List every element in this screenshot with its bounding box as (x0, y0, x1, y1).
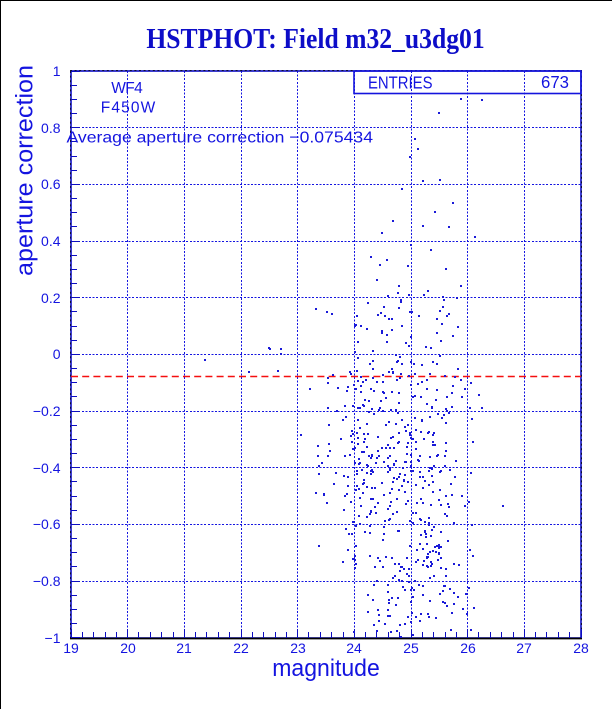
svg-text:19: 19 (63, 640, 79, 656)
svg-text:21: 21 (176, 640, 192, 656)
svg-text:0.6: 0.6 (41, 176, 61, 192)
svg-text:−0.6: −0.6 (33, 516, 61, 532)
svg-text:−0.8: −0.8 (33, 573, 61, 589)
svg-text:26: 26 (460, 640, 476, 656)
svg-text:24: 24 (346, 640, 362, 656)
svg-text:0.2: 0.2 (41, 290, 61, 306)
svg-text:25: 25 (403, 640, 419, 656)
svg-text:aperture correction: aperture correction (12, 65, 39, 276)
svg-text:28: 28 (573, 640, 589, 656)
svg-text:ENTRIES: ENTRIES (368, 73, 433, 93)
svg-text:22: 22 (233, 640, 249, 656)
svg-text:0.8: 0.8 (41, 120, 61, 136)
svg-text:−0.2: −0.2 (33, 403, 61, 419)
svg-text:−0.4: −0.4 (33, 460, 61, 476)
svg-text:27: 27 (516, 640, 532, 656)
svg-text:23: 23 (290, 640, 306, 656)
svg-text:−1: −1 (45, 630, 61, 646)
svg-text:673: 673 (541, 72, 569, 92)
svg-text:1: 1 (53, 63, 61, 79)
svg-text:magnitude: magnitude (272, 655, 380, 682)
svg-text:WF4: WF4 (111, 80, 143, 97)
svg-text:20: 20 (120, 640, 136, 656)
svg-text:0: 0 (53, 346, 61, 362)
svg-text:0.4: 0.4 (41, 233, 61, 249)
svg-text:Average aperture correction −0: Average aperture correction −0.075434 (67, 130, 374, 147)
svg-text:F450W: F450W (101, 100, 156, 117)
